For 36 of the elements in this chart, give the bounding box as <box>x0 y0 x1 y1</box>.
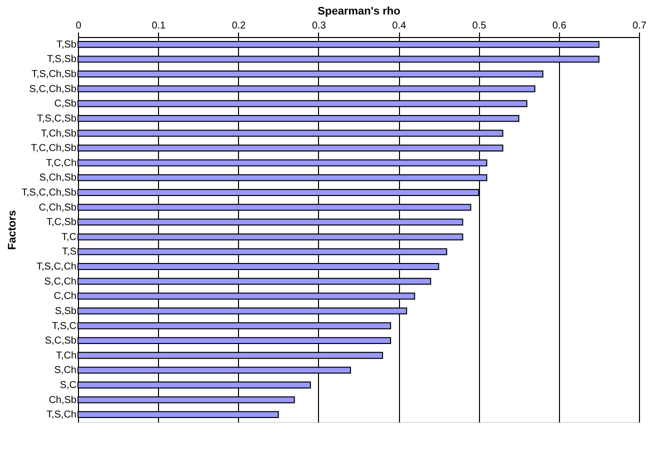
x-tick-label: 0.7 <box>632 20 647 32</box>
y-tick-label: T,S,C <box>52 320 76 332</box>
y-tick-label: T,C <box>62 232 76 243</box>
y-tick-label: S,Sb <box>54 306 77 317</box>
x-tick-label: 0.3 <box>312 20 326 32</box>
y-tick-label: C,Sb <box>54 98 77 110</box>
y-tick-label: S,C,Ch <box>44 276 76 288</box>
y-tick-label: T,Ch,Sb <box>40 128 77 140</box>
y-tick-label: S,C,Sb <box>44 336 77 347</box>
y-tick-label: C,Ch <box>54 291 76 302</box>
y-tick-label: T,S,Ch,Sb <box>31 69 77 80</box>
y-tick-label: T,C,Ch <box>46 158 76 169</box>
x-tick-label: 0.2 <box>232 20 246 32</box>
y-tick-label: T,S,Ch <box>46 410 76 421</box>
y-tick-label: T,C,Sb <box>46 217 77 228</box>
y-axis-title: Factors <box>6 210 18 250</box>
x-axis-title: Spearman's rho <box>318 6 401 18</box>
y-tick-label: T,Sb <box>56 39 77 50</box>
x-tick-label: 0.4 <box>392 20 406 32</box>
y-tick-label: T,S <box>62 246 77 258</box>
y-tick-label: T,C,Ch,Sb <box>30 143 77 154</box>
x-tick-label: 0.6 <box>552 20 567 32</box>
y-tick-label: S,C <box>60 380 76 391</box>
y-tick-label: S,C,Ch,Sb <box>29 84 77 95</box>
x-tick-label: 0 <box>76 20 82 32</box>
y-tick-label: Ch,Sb <box>48 394 77 406</box>
x-tick-label: 0.1 <box>152 20 166 32</box>
y-tick-label: C,Ch,Sb <box>38 202 77 214</box>
y-tick-label: T,S,Sb <box>47 54 77 66</box>
x-tick-label: 0.5 <box>472 20 487 32</box>
y-tick-label: T,S,C,Sb <box>37 113 77 124</box>
y-tick-label: S,Ch <box>54 365 76 376</box>
y-tick-label: T,Ch <box>56 350 76 362</box>
y-tick-label: T,S,C,Ch <box>36 262 76 273</box>
y-tick-label: S,Ch,Sb <box>39 172 77 184</box>
y-tick-label: T,S,C,Ch,Sb <box>21 187 77 198</box>
